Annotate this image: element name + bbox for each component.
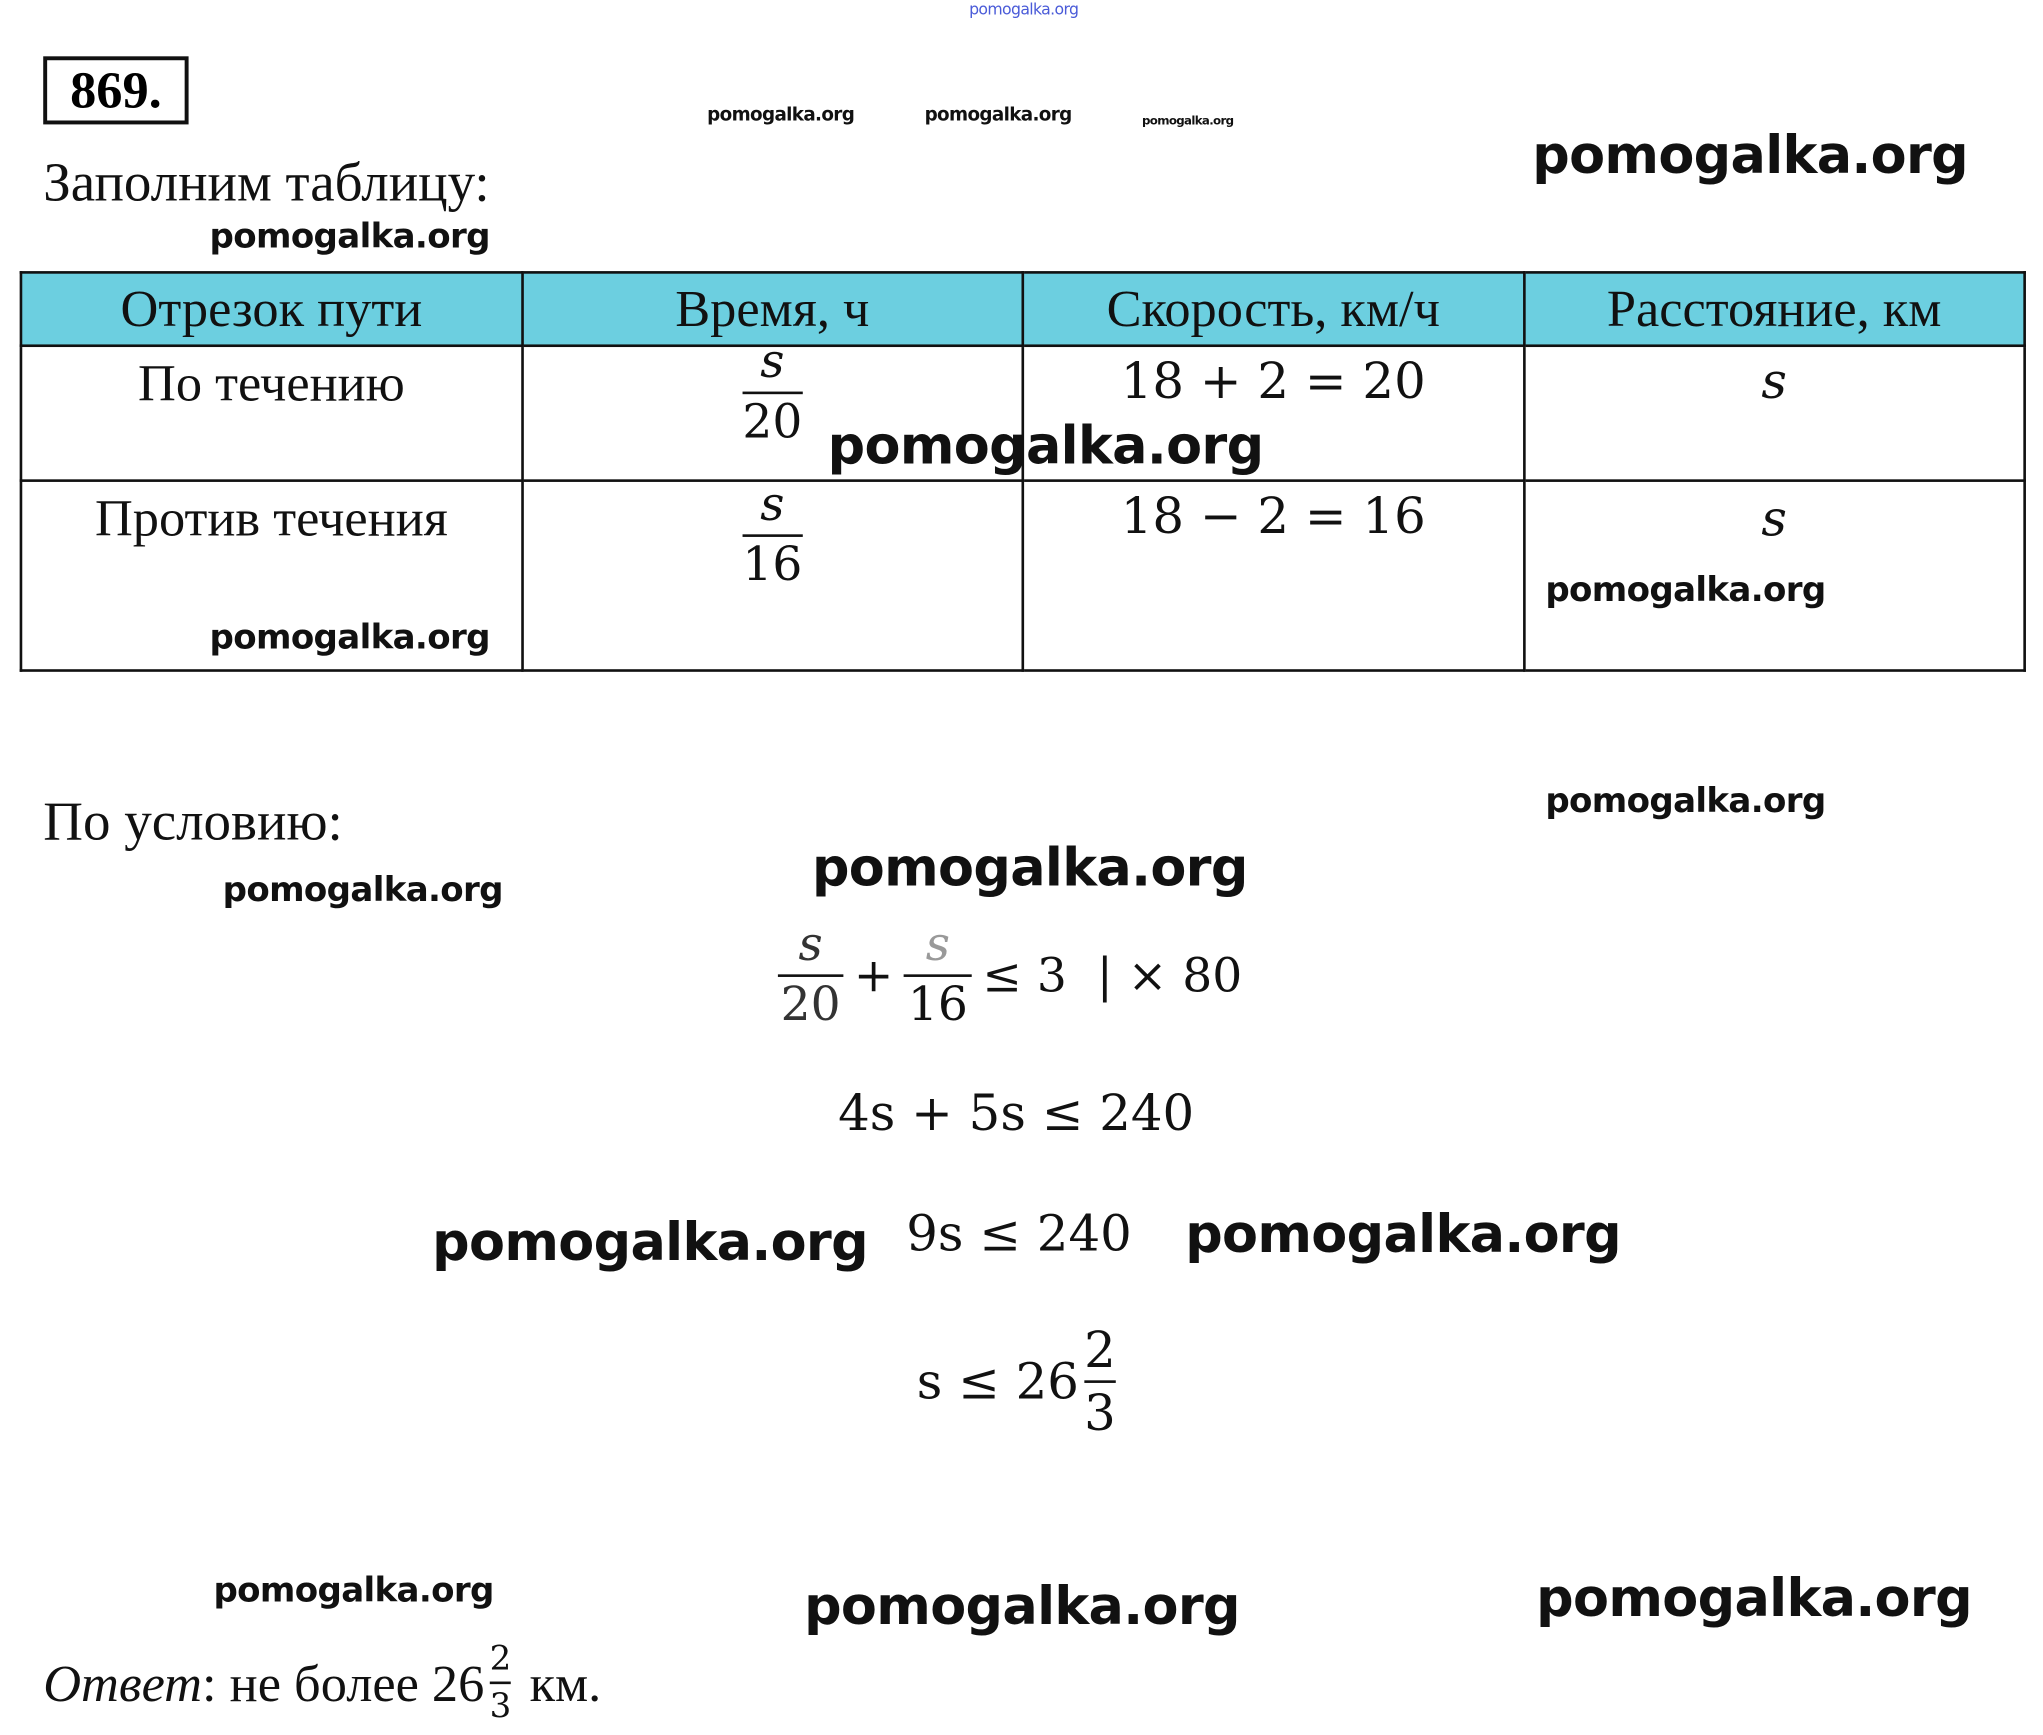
speed-cell: 18 + 2 = 20 [1120,352,1426,410]
watermark: pomogalka.org [209,217,491,257]
watermark: pomogalka.org [804,1576,1240,1637]
time-fraction: s 16 [742,478,803,592]
table-row: Против течения s 16 18 − 2 = 16 s [19,478,2026,672]
equation-3: 9s ≤ 240 [906,1204,1132,1263]
watermark: pomogalka.org [827,416,1264,477]
watermark: pomogalka.org [432,1212,868,1273]
answer-label: Ответ [43,1653,203,1713]
watermark: pomogalka.org [1545,570,1826,611]
problem-number: 869. [43,56,189,125]
header-speed: Скорость, км/ч [1021,271,1526,348]
data-table: Отрезок пути Время, ч Скорость, км/ч Рас… [19,271,2026,672]
condition-text: По условию: [43,792,343,853]
watermark: pomogalka.org [1185,1204,1621,1266]
header-segment: Отрезок пути [19,271,524,348]
watermark: pomogalka.org [1545,781,1826,822]
watermark: pomogalka.org [1141,115,1234,129]
distance-cell: s [1761,489,1787,548]
answer-unit: км. [516,1653,602,1713]
time-fraction: s 20 [742,335,803,450]
top-watermark: pomogalka.org [969,0,1079,19]
speed-cell: 18 − 2 = 16 [1120,487,1426,545]
header-time: Время, ч [520,271,1025,348]
segment-cell: Против течения [94,488,448,548]
answer-text: : не более 26 [202,1653,485,1713]
header-distance: Расстояние, км [1522,271,2026,348]
watermark: pomogalka.org [1532,125,1969,186]
watermark: pomogalka.org [707,104,855,126]
watermark: pomogalka.org [222,870,504,911]
equation-2: 4s + 5s ≤ 240 [838,1084,1195,1142]
equation-1: s 20 + s 16 ≤ 3 | × 80 [777,921,1242,1029]
distance-cell: s [1761,352,1787,410]
table-row: По течению s 20 18 + 2 = 20 s [19,339,2026,482]
watermark: pomogalka.org [811,838,1248,899]
watermark: pomogalka.org [213,1571,494,1611]
watermark: pomogalka.org [924,104,1073,126]
watermark: pomogalka.org [209,618,491,658]
watermark: pomogalka.org [1536,1568,1972,1630]
intro-text: Заполним таблицу: [43,153,490,214]
segment-cell: По течению [138,353,405,413]
